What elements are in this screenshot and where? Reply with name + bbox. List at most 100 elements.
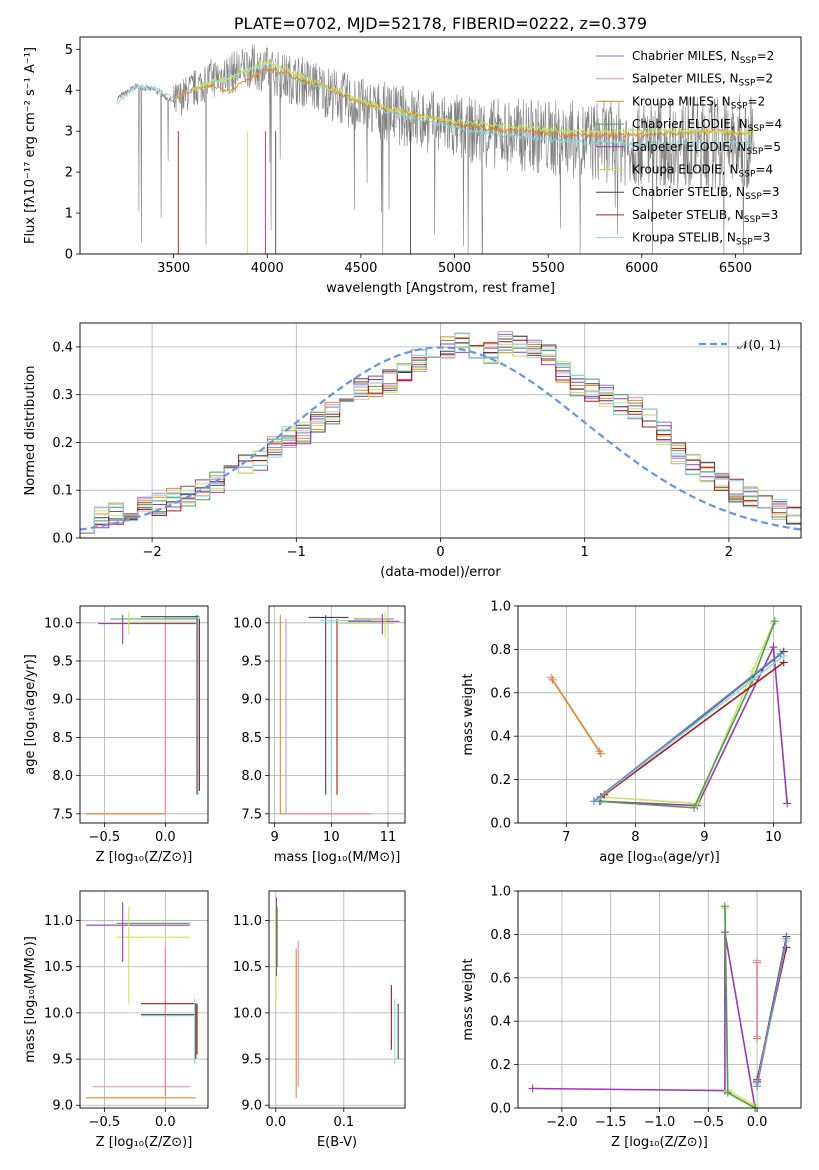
y-tick-label: 9.5 xyxy=(241,1053,262,1068)
legend-sub: SSP xyxy=(739,79,756,89)
legend-suffix: =3 xyxy=(762,185,780,199)
marker-plus xyxy=(769,643,778,652)
legend-entry: Kroupa ELODIE, NSSP=4 xyxy=(632,163,773,180)
x-axis-label: Z [log₁₀(Z/Z⊙)] xyxy=(96,1135,193,1150)
y-tick-label: 11.0 xyxy=(44,914,73,929)
y-axis-label: Normed distribution xyxy=(23,366,38,496)
y-tick-label: 7.5 xyxy=(52,807,73,822)
legend-suffix: =2 xyxy=(755,72,773,86)
legend-suffix: =5 xyxy=(763,140,781,154)
x-axis-label: age [log₁₀(age/yr)] xyxy=(599,850,720,865)
legend-sub: SSP xyxy=(740,56,757,66)
x-tick-label: 1 xyxy=(581,545,589,560)
marker-plus xyxy=(528,1084,537,1093)
y-tick-label: 0.4 xyxy=(52,340,73,355)
x-tick-label: 6000 xyxy=(625,261,658,276)
legend-sub: SSP xyxy=(739,170,756,180)
y-tick-label: 8.5 xyxy=(241,731,262,746)
chart-title: PLATE=0702, MJD=52178, FIBERID=0222, z=0… xyxy=(234,14,647,33)
x-tick-label: 2 xyxy=(725,545,733,560)
legend-sub: SSP xyxy=(744,215,761,225)
y-tick-label: 7.5 xyxy=(241,807,262,822)
x-tick-label: −2.0 xyxy=(546,1115,578,1130)
legend-sub: SSP xyxy=(746,147,763,157)
x-axis-label: wavelength [Angstrom, rest frame] xyxy=(326,281,555,296)
x-axis-label: mass [log₁₀(M/M⊙)] xyxy=(274,850,401,865)
spectrum-model-line xyxy=(191,58,755,137)
x-tick-label: 0.1 xyxy=(333,1115,354,1130)
marker-plus xyxy=(720,902,729,911)
legend-entry: Salpeter MILES, NSSP=2 xyxy=(632,72,773,89)
legend-entry: 𝒩(0, 1) xyxy=(737,338,781,352)
legend-name: Chabrier MILES, N xyxy=(632,49,740,63)
y-tick-label: 0.2 xyxy=(490,1058,511,1073)
x-tick-label: 8 xyxy=(631,830,639,845)
plot-frame xyxy=(79,322,802,539)
legend-entry: Salpeter ELODIE, NSSP=5 xyxy=(632,140,781,157)
y-tick-label: 10.5 xyxy=(44,960,73,975)
y-tick-label: 0.3 xyxy=(52,388,73,403)
legend-entry: Chabrier ELODIE, NSSP=4 xyxy=(632,117,782,134)
x-tick-label: 10 xyxy=(765,830,782,845)
y-tick-label: 9.0 xyxy=(52,1099,73,1114)
y-tick-label: 0.8 xyxy=(490,928,511,943)
x-tick-label: −1 xyxy=(287,545,306,560)
legend-name: Salpeter MILES, N xyxy=(632,72,739,86)
marker-plus xyxy=(548,675,557,684)
legend-name: Salpeter STELIB, N xyxy=(632,208,744,222)
y-tick-label: 0.0 xyxy=(490,817,511,832)
legend-suffix: =2 xyxy=(757,49,775,63)
plot-frame xyxy=(79,605,209,824)
weight-line xyxy=(724,908,756,1107)
marker-plus xyxy=(547,673,556,682)
marker-plus xyxy=(690,803,699,812)
x-tick-label: 0.0 xyxy=(265,1115,286,1130)
x-tick-label: 6500 xyxy=(719,261,752,276)
legend-suffix: =3 xyxy=(753,231,771,245)
marker-plus xyxy=(776,649,785,658)
y-tick-label: 10.0 xyxy=(233,616,262,631)
x-tick-label: 4500 xyxy=(344,261,377,276)
x-tick-label: 7 xyxy=(562,830,570,845)
marker-plus xyxy=(782,934,791,943)
legend-entry: Chabrier STELIB, NSSP=3 xyxy=(632,185,780,202)
y-tick-label: 8.0 xyxy=(52,769,73,784)
legend-suffix: =2 xyxy=(748,94,766,108)
x-axis-label: Z [log₁₀(Z/Z⊙)] xyxy=(96,850,193,865)
marker-plus xyxy=(753,1082,762,1091)
x-tick-label: 10 xyxy=(323,830,340,845)
weight-line xyxy=(756,938,788,1087)
x-tick-label: 9 xyxy=(700,830,708,845)
legend-name: Kroupa STELIB, N xyxy=(632,231,736,245)
y-tick-label: 0.0 xyxy=(490,1102,511,1117)
y-tick-label: 5 xyxy=(65,43,73,58)
y-tick-label: 8.5 xyxy=(52,731,73,746)
legend-entry: Chabrier MILES, NSSP=2 xyxy=(632,49,774,66)
x-tick-label: 9 xyxy=(271,830,279,845)
plot-frame xyxy=(268,890,406,1109)
x-tick-label: 0.0 xyxy=(155,1115,176,1130)
legend-name: Chabrier ELODIE, N xyxy=(632,117,748,131)
y-tick-label: 0.1 xyxy=(52,484,73,499)
y-tick-label: 1 xyxy=(65,207,73,222)
y-tick-label: 9.0 xyxy=(241,693,262,708)
x-tick-label: 0.0 xyxy=(155,830,176,845)
x-tick-label: 11 xyxy=(380,830,397,845)
y-tick-label: 10.0 xyxy=(233,1006,262,1021)
y-tick-label: 9.0 xyxy=(52,693,73,708)
y-tick-label: 2 xyxy=(65,166,73,181)
y-tick-label: 0.2 xyxy=(52,436,73,451)
y-tick-label: 0.8 xyxy=(490,643,511,658)
x-tick-label: 3500 xyxy=(157,261,190,276)
marker-plus xyxy=(723,1088,732,1097)
histogram-step xyxy=(79,335,802,538)
histogram-step xyxy=(79,333,802,538)
y-tick-label: 0.4 xyxy=(490,730,511,745)
y-tick-label: 0.4 xyxy=(490,1015,511,1030)
marker-plus xyxy=(753,956,762,965)
y-tick-label: 0.0 xyxy=(52,532,73,547)
legend-name: Kroupa ELODIE, N xyxy=(632,163,739,177)
gaussian-curve xyxy=(79,346,802,531)
plot-frame xyxy=(79,890,209,1109)
